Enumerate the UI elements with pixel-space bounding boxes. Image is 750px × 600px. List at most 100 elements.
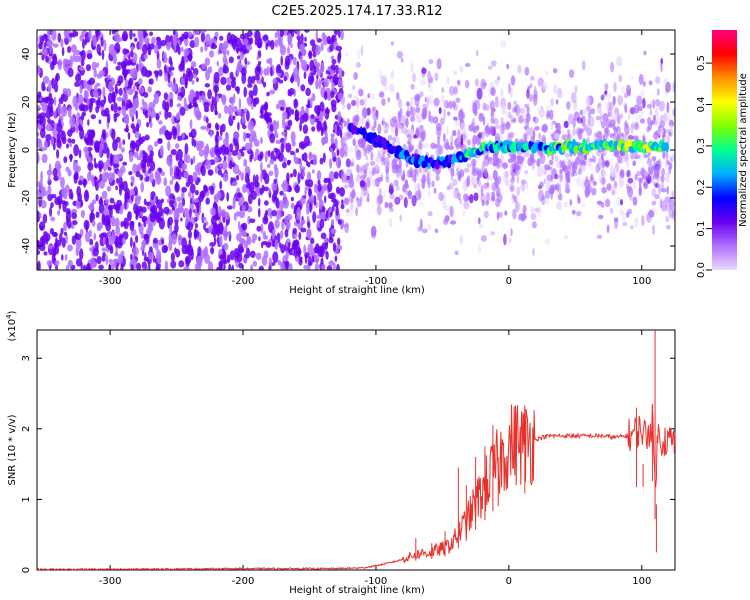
heatmap-noise-cell (390, 70, 394, 80)
x-tick-label: -200 (232, 576, 255, 587)
heatmap-noise-cell (617, 113, 621, 125)
heatmap-noise-cell (113, 201, 116, 210)
heatmap-noise-cell (546, 110, 551, 117)
heatmap-noise-cell (150, 194, 154, 201)
heatmap-noise-cell (275, 139, 282, 144)
heatmap-noise-cell (272, 78, 278, 84)
heatmap-noise-cell (450, 176, 454, 182)
heatmap-noise-cell (115, 136, 121, 143)
heatmap-noise-cell (588, 116, 595, 128)
heatmap-noise-cell (348, 174, 354, 184)
heatmap-noise-cell (279, 190, 284, 196)
heatmap-noise-cell (147, 86, 152, 93)
heatmap-noise-cell (289, 263, 293, 270)
heatmap-noise-cell (466, 195, 470, 200)
heatmap-noise-cell (42, 213, 48, 224)
heatmap-noise-cell (294, 116, 300, 121)
heatmap-noise-cell (300, 84, 306, 92)
heatmap-noise-cell (530, 213, 537, 220)
heatmap-noise-cell (530, 75, 535, 81)
heatmap-noise-cell (232, 197, 236, 210)
heatmap-noise-cell (554, 174, 559, 180)
heatmap-signal-cell (665, 142, 669, 153)
heatmap-noise-cell (89, 212, 95, 223)
heatmap-noise-cell (190, 61, 197, 68)
heatmap-noise-cell (330, 64, 336, 71)
heatmap-noise-cell (174, 247, 177, 254)
heatmap-noise-cell (251, 238, 256, 244)
heatmap-noise-cell (329, 158, 333, 169)
heatmap-noise-cell (436, 132, 441, 140)
heatmap-noise-cell (262, 230, 267, 240)
heatmap-noise-cell (114, 252, 119, 257)
heatmap-noise-cell (501, 104, 507, 115)
heatmap-noise-cell (459, 235, 464, 245)
heatmap-noise-cell (590, 174, 594, 182)
heatmap-noise-cell (581, 115, 586, 127)
heatmap-noise-cell (196, 201, 200, 213)
heatmap-noise-cell (226, 77, 232, 85)
heatmap-noise-cell (462, 179, 469, 192)
heatmap-noise-cell (450, 167, 455, 177)
heatmap-noise-cell (233, 132, 240, 140)
heatmap-noise-cell (122, 180, 128, 192)
heatmap-noise-cell (205, 116, 209, 124)
heatmap-noise-cell (556, 202, 562, 210)
heatmap-noise-cell (619, 171, 625, 179)
heatmap-noise-cell (419, 91, 424, 98)
heatmap-noise-cell (185, 181, 190, 188)
heatmap-noise-cell (217, 168, 222, 176)
heatmap-noise-cell (248, 90, 255, 98)
heatmap-noise-cell (211, 42, 216, 48)
heatmap-noise-cell (85, 189, 88, 199)
heatmap-noise-cell (63, 156, 68, 164)
heatmap-noise-cell (242, 124, 247, 130)
heatmap-noise-cell (243, 38, 249, 46)
heatmap-noise-cell (390, 180, 395, 186)
heatmap-noise-cell (286, 214, 293, 221)
heatmap-noise-cell (142, 32, 149, 37)
heatmap-noise-cell (98, 119, 102, 124)
heatmap-noise-cell (557, 92, 564, 99)
heatmap-noise-cell (625, 183, 630, 190)
heatmap-noise-cell (148, 70, 153, 77)
heatmap-noise-cell (616, 196, 621, 208)
heatmap-noise-cell (123, 128, 130, 132)
heatmap-noise-cell (557, 87, 563, 99)
heatmap-noise-cell (184, 171, 189, 178)
heatmap-noise-cell (606, 183, 612, 191)
heatmap-noise-cell (322, 152, 326, 163)
heatmap-noise-cell (327, 95, 332, 101)
heatmap-noise-cell (563, 234, 569, 240)
heatmap-noise-cell (147, 51, 152, 56)
heatmap-noise-cell (415, 126, 420, 138)
heatmap-noise-cell (626, 185, 632, 193)
heatmap-noise-cell (517, 155, 523, 165)
heatmap-noise-cell (67, 129, 73, 137)
heatmap-noise-cell (47, 193, 53, 202)
heatmap-noise-cell (49, 206, 53, 218)
heatmap-noise-cell (505, 122, 511, 127)
heatmap-noise-cell (463, 168, 470, 173)
heatmap-noise-cell (641, 215, 645, 227)
heatmap-noise-cell (448, 100, 453, 110)
heatmap-noise-cell (74, 55, 81, 63)
heatmap-noise-cell (146, 158, 151, 168)
heatmap-noise-cell (237, 121, 240, 131)
heatmap-noise-cell (427, 189, 431, 199)
heatmap-noise-cell (526, 106, 530, 116)
heatmap-noise-cell (584, 179, 591, 189)
heatmap-noise-cell (98, 264, 104, 270)
heatmap-noise-cell (100, 36, 104, 47)
heatmap-noise-cell (514, 201, 520, 213)
heatmap-noise-cell (194, 216, 198, 223)
heatmap-noise-cell (44, 232, 51, 242)
heatmap-noise-cell (166, 42, 171, 51)
heatmap-noise-cell (649, 108, 653, 117)
heatmap-noise-cell (252, 97, 257, 108)
heatmap-noise-cell (305, 201, 310, 209)
heatmap-noise-cell (129, 30, 133, 40)
heatmap-noise-cell (309, 59, 315, 72)
heatmap-noise-cell (113, 113, 118, 123)
heatmap-noise-cell (200, 32, 206, 43)
